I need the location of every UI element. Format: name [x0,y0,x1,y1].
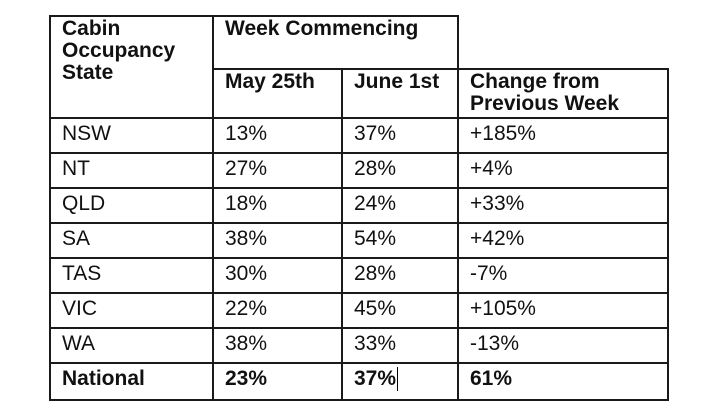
national-may25-cell: 23% [212,362,343,401]
table-row: SA 38% 54% +42% [49,222,669,259]
may25-header: May 25th [212,68,343,119]
state-header-cell: Cabin Occupancy State [49,15,214,119]
change-cell: +42% [457,222,669,259]
header-row-bottom: May 25th June 1st Change from Previous W… [50,68,669,119]
table-row: NT 27% 28% +4% [49,152,669,189]
change-cell: +185% [457,117,669,154]
change-cell: -7% [457,257,669,294]
table-row: NSW 13% 37% +185% [49,117,669,154]
may25-cell: 38% [212,222,343,259]
change-cell: -13% [457,327,669,364]
national-row: National 23% 37% 61% [49,362,669,401]
change-cell: +105% [457,292,669,329]
may25-cell: 13% [212,117,343,154]
may25-cell: 22% [212,292,343,329]
june1-cell: 54% [341,222,459,259]
table-row: VIC 22% 45% +105% [49,292,669,329]
may25-cell: 38% [212,327,343,364]
may25-cell: 18% [212,187,343,224]
june1-cell: 28% [341,152,459,189]
june1-cell: 37% [341,117,459,154]
june1-cell: 24% [341,187,459,224]
state-cell: TAS [49,257,214,294]
change-cell: +33% [457,187,669,224]
header-blank-cell [457,16,668,70]
june1-cell: 28% [341,257,459,294]
state-cell: WA [49,327,214,364]
state-cell: SA [49,222,214,259]
june1-cell: 33% [341,327,459,364]
national-june1-cell[interactable]: 37% [341,362,459,401]
may25-cell: 27% [212,152,343,189]
table-row: QLD 18% 24% +33% [49,187,669,224]
week-commencing-header: Week Commencing [212,15,459,70]
national-june1-value: 37% [354,367,397,390]
may25-cell: 30% [212,257,343,294]
national-change-cell: 61% [457,362,669,401]
change-header: Change from Previous Week [457,68,669,119]
text-cursor [397,367,399,391]
state-cell: NT [49,152,214,189]
state-cell: VIC [49,292,214,329]
table-row: TAS 30% 28% -7% [49,257,669,294]
table-row: WA 38% 33% -13% [49,327,669,364]
june1-header: June 1st [341,68,459,119]
state-cell: NSW [49,117,214,154]
cabin-occupancy-table: Cabin Occupancy State Week Commencing Ma… [49,15,669,401]
header-row-top: Cabin Occupancy State Week Commencing [49,15,668,119]
change-cell: +4% [457,152,669,189]
state-cell: QLD [49,187,214,224]
national-label-cell: National [49,362,214,401]
june1-cell: 45% [341,292,459,329]
